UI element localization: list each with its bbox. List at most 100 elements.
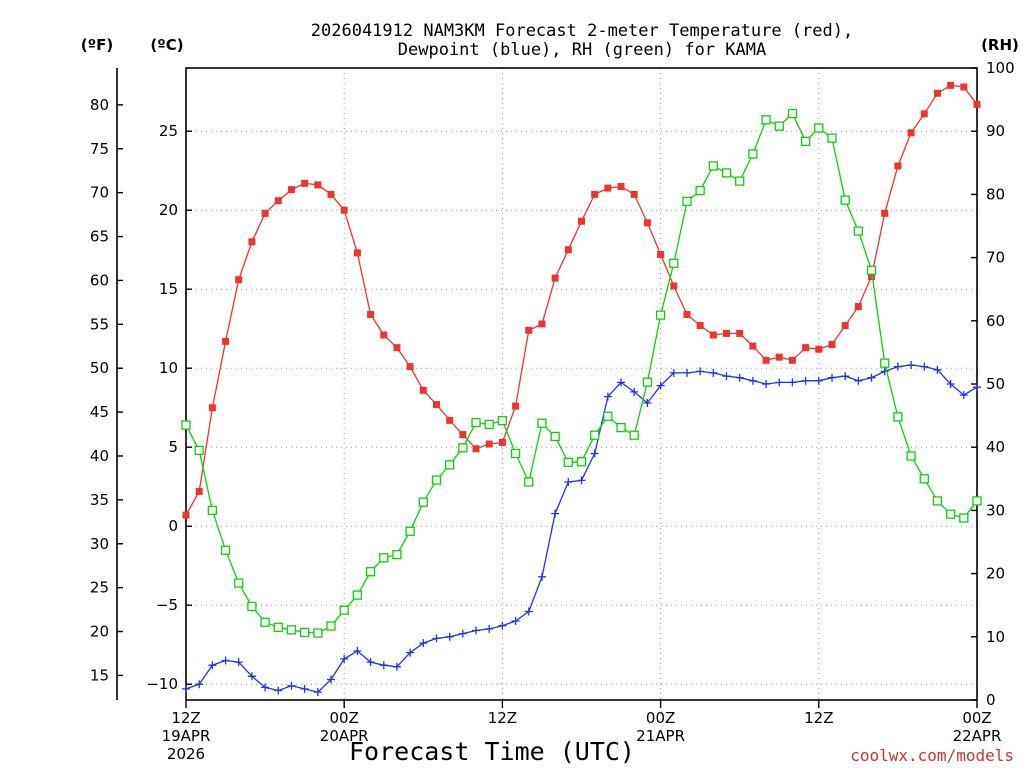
x-tick-year: 2026	[167, 745, 205, 763]
dewpoint-point	[406, 648, 415, 657]
rh-point	[590, 430, 600, 440]
rh-series	[181, 108, 982, 638]
rh-point	[748, 149, 758, 159]
chart-title-line2: Dewpoint (blue), RH (green) for KAMA	[398, 40, 766, 60]
temperature-point	[222, 337, 230, 345]
dewpoint-point	[867, 373, 876, 382]
celsius-tick-label: 25	[159, 122, 178, 140]
dewpoint-point	[683, 368, 691, 377]
dewpoint-point	[617, 378, 625, 387]
rh-point	[537, 418, 547, 428]
temperature-point	[960, 83, 968, 91]
dewpoint-point	[933, 365, 942, 374]
temperature-point	[947, 81, 955, 89]
x-tick-label: 00Z	[330, 709, 359, 727]
rh-point	[840, 195, 850, 205]
celsius-tick-label: 15	[159, 280, 178, 298]
temperature-point	[498, 438, 506, 446]
rh-point	[445, 460, 455, 470]
rh-tick-label: 80	[986, 185, 1005, 203]
x-axis-label: Forecast Time (UTC)	[349, 737, 635, 766]
data-series	[181, 81, 982, 697]
rh-tick-label: 40	[986, 438, 1005, 456]
dewpoint-point	[696, 367, 705, 376]
temperature-point	[973, 100, 981, 108]
rh-point	[510, 448, 521, 459]
rh-point	[695, 185, 705, 196]
dewpoint-point	[287, 681, 296, 690]
rh-point	[972, 496, 982, 506]
dewpoint-point	[959, 391, 968, 400]
temperature-point	[841, 322, 849, 330]
dewpoint-point	[590, 449, 599, 458]
temperature-point	[907, 129, 915, 137]
fahrenheit-tick-label: 30	[90, 535, 109, 553]
rh-point	[458, 443, 468, 453]
temperature-point	[367, 310, 375, 318]
rh-point	[471, 417, 481, 428]
dewpoint-point	[709, 368, 718, 377]
dewpoint-point	[234, 658, 243, 667]
dewpoint-point	[801, 376, 810, 385]
rh-tick-label: 50	[986, 375, 1005, 393]
celsius-tick-label: 5	[168, 438, 178, 456]
rh-point	[708, 161, 718, 171]
x-tick-date: 20APR	[320, 727, 369, 745]
temperature-point	[736, 329, 744, 337]
temperature-point	[643, 219, 651, 227]
rh-point	[326, 621, 336, 631]
dewpoint-point	[973, 383, 981, 392]
dewpoint-series	[182, 361, 981, 697]
temperature-point	[630, 190, 638, 198]
rh-point	[866, 265, 877, 275]
temperature-point	[854, 303, 862, 311]
rh-point	[959, 513, 969, 523]
temperature-point	[406, 363, 414, 371]
rh-point	[379, 553, 389, 563]
celsius-tick-label: 10	[159, 359, 178, 377]
rh-point	[286, 625, 297, 635]
dewpoint-point	[564, 478, 573, 486]
dewpoint-point	[841, 372, 850, 381]
dewpoint-point	[524, 607, 533, 616]
rh-axis-unit: (RH)	[981, 36, 1019, 54]
temperature-point	[208, 404, 216, 412]
rh-point	[919, 474, 929, 484]
dewpoint-point	[353, 647, 362, 655]
tick-labels: −10 −5 0 5 10 15 20 25 15 20 25 30 35 40 45 50 55 60 65 70 7…	[90, 59, 1015, 763]
rh-point	[247, 601, 257, 612]
temperature-point	[551, 274, 559, 282]
rh-point	[576, 457, 587, 467]
rh-point	[629, 430, 639, 440]
temperature-point	[301, 179, 309, 187]
dewpoint-point	[379, 661, 388, 670]
temperature-point	[815, 345, 823, 353]
dewpoint-point	[775, 378, 784, 387]
rh-tick-label: 30	[986, 501, 1005, 519]
fahrenheit-tick-label: 25	[90, 579, 109, 597]
dewpoint-point	[247, 672, 256, 681]
rh-point	[655, 310, 666, 320]
x-tick-label: 12Z	[171, 709, 200, 727]
rh-tick-label: 0	[986, 691, 996, 709]
temperature-point	[802, 344, 810, 352]
rh-point	[299, 627, 310, 638]
rh-point	[682, 196, 692, 207]
rh-point	[550, 431, 560, 442]
dewpoint-point	[551, 509, 560, 518]
dewpoint-point	[208, 661, 217, 670]
rh-point	[642, 377, 653, 387]
rh-point	[787, 108, 798, 119]
rh-point	[563, 457, 573, 468]
dewpoint-point	[748, 376, 757, 385]
dewpoint-point	[221, 656, 230, 665]
fahrenheit-tick-label: 75	[90, 140, 109, 158]
dewpoint-point	[946, 380, 955, 388]
temperature-point	[432, 401, 440, 409]
dewpoint-point	[893, 362, 902, 371]
rh-point	[484, 419, 494, 430]
fahrenheit-tick-label: 35	[90, 491, 109, 509]
temperature-point	[670, 282, 678, 290]
rh-point	[669, 258, 679, 268]
